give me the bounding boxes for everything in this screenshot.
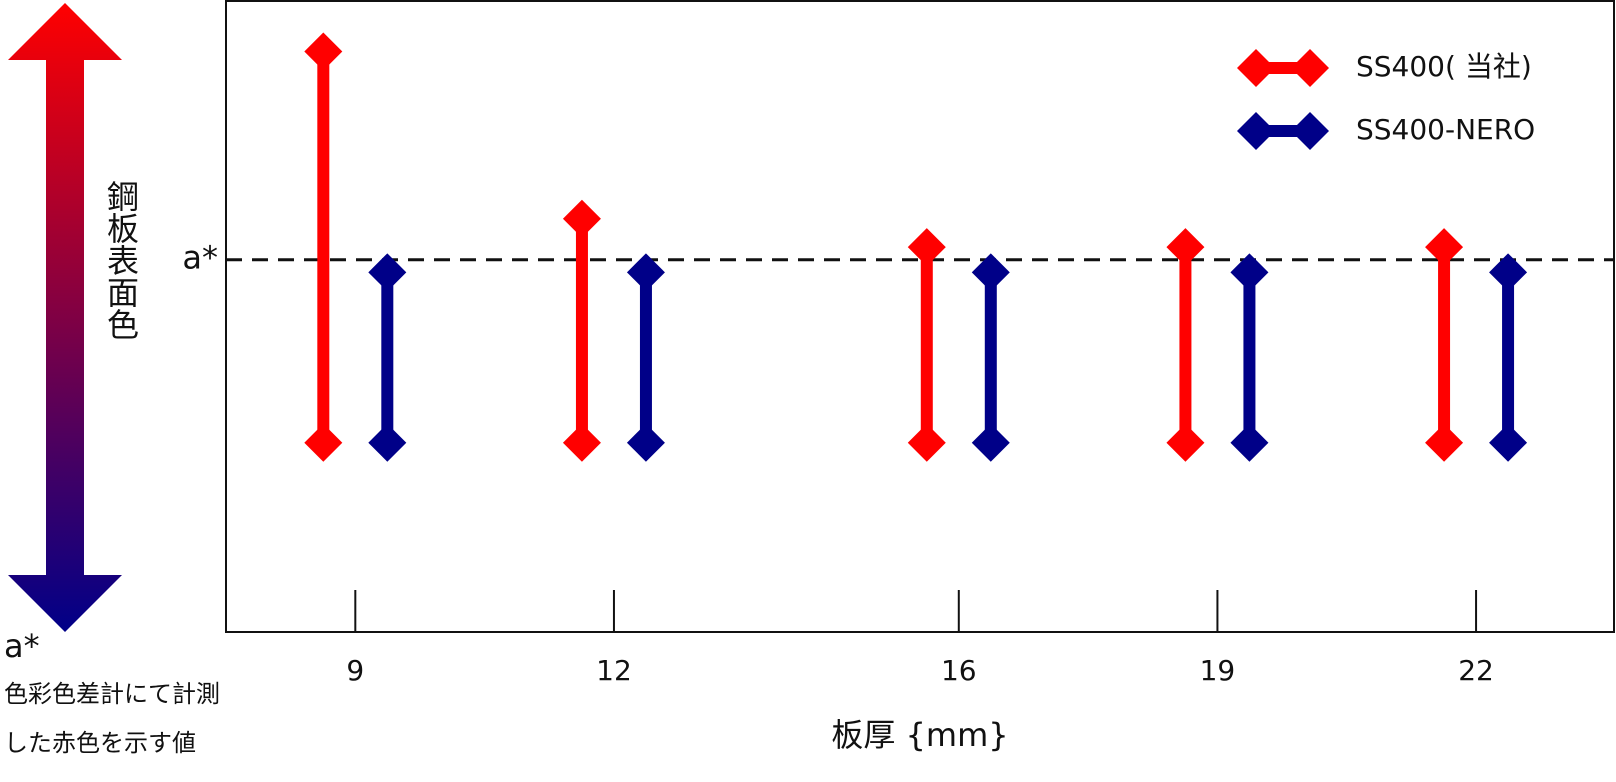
note-line: した赤色を示す値 [4, 729, 196, 757]
x-tick-label: 9 [346, 654, 364, 687]
high-marker [1489, 253, 1528, 292]
reference-label: a* [182, 239, 218, 277]
low-marker [368, 423, 407, 462]
x-tick-label: 12 [596, 654, 632, 687]
legend-label: SS400( 当社) [1356, 50, 1532, 83]
plot-frame [225, 0, 1615, 633]
high-marker [1230, 253, 1269, 292]
high-marker [304, 32, 343, 71]
x-tick-label: 22 [1458, 654, 1494, 687]
legend-marker [1291, 112, 1329, 150]
low-marker [1166, 423, 1205, 462]
low-marker [304, 423, 343, 462]
note-symbol: a* [4, 627, 40, 665]
x-tick-label: 16 [941, 654, 977, 687]
high-marker [368, 253, 407, 292]
low-marker [1230, 423, 1269, 462]
high-marker [562, 199, 601, 238]
high-marker [907, 228, 946, 267]
legend-marker [1291, 49, 1329, 87]
x-tick-label: 19 [1200, 654, 1236, 687]
low-marker [1489, 423, 1528, 462]
legend-label: SS400-NERO [1356, 113, 1535, 146]
low-marker [971, 423, 1010, 462]
high-marker [971, 253, 1010, 292]
low-marker [626, 423, 665, 462]
color-arrow [8, 3, 122, 632]
low-marker [907, 423, 946, 462]
arrow-label: 鋼板表面色 [102, 180, 140, 340]
note-line: 色彩色差計にて計測 [4, 680, 220, 708]
legend-marker [1237, 112, 1275, 150]
low-marker [562, 423, 601, 462]
high-marker [1166, 228, 1205, 267]
legend-marker [1237, 49, 1275, 87]
high-marker [1425, 228, 1464, 267]
low-marker [1425, 423, 1464, 462]
x-axis-label: 板厚 {mm} [831, 716, 1008, 754]
high-marker [626, 253, 665, 292]
